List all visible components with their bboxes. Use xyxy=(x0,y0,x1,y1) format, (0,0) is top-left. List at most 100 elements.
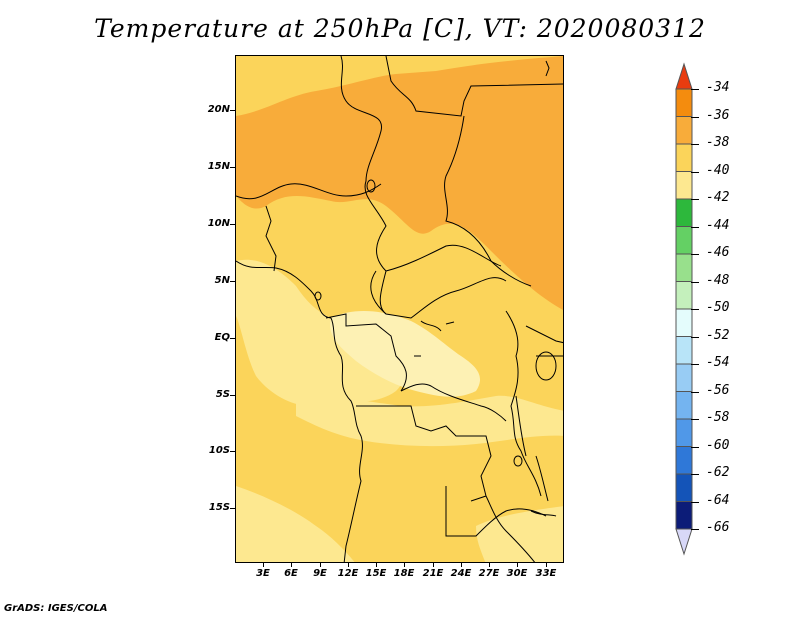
colorbar-label: -64 xyxy=(706,492,730,508)
field-pale-center xyxy=(330,310,481,397)
colorbar-label: -58 xyxy=(706,410,730,425)
border-chad-sudan xyxy=(444,115,532,287)
border-great-lakes xyxy=(505,310,542,497)
field-light-south xyxy=(296,386,563,447)
colorbar-tick xyxy=(691,171,699,173)
map-field xyxy=(236,56,563,562)
border-car-south xyxy=(370,270,507,319)
colorbar xyxy=(675,62,693,556)
lon-tick xyxy=(433,563,434,567)
lat-tick xyxy=(230,395,235,396)
colorbar-label: -36 xyxy=(706,107,730,123)
colorbar-label: -50 xyxy=(706,300,730,315)
lon-label: 33E xyxy=(535,568,557,579)
border-zambia-zimbabwe xyxy=(485,495,536,562)
lat-tick xyxy=(230,224,235,225)
colorbar-label: -38 xyxy=(706,135,730,150)
colorbar-tick xyxy=(691,336,699,338)
colorbar-label: -40 xyxy=(706,162,730,178)
colorbar-box xyxy=(675,171,693,200)
colorbar-tick xyxy=(691,446,699,448)
country-borders xyxy=(236,56,563,562)
border-zambia xyxy=(445,486,547,537)
colorbar-tick xyxy=(691,364,699,365)
lon-label: 18E xyxy=(393,568,415,579)
border-west-sahel xyxy=(236,183,382,200)
lon-label: 27E xyxy=(478,568,500,579)
lat-label: EQ xyxy=(214,332,230,343)
border-gabon-congo xyxy=(325,313,407,392)
colorbar-tick xyxy=(691,144,699,145)
colorbar-box xyxy=(675,116,693,145)
colorbar-tick xyxy=(691,226,699,228)
lon-tick xyxy=(320,563,321,567)
colorbar-tick xyxy=(691,89,699,90)
coastline-gulf-guinea xyxy=(236,260,332,319)
colorbar-label: -62 xyxy=(706,465,730,480)
colorbar-box xyxy=(675,363,693,392)
lon-label: 30E xyxy=(506,568,528,579)
colorbar-tick xyxy=(691,419,699,420)
colorbar-label: -60 xyxy=(706,437,730,453)
island-bioko xyxy=(314,291,322,301)
colorbar-label: -52 xyxy=(706,327,730,343)
lat-tick xyxy=(230,451,235,452)
field-light-west xyxy=(236,259,405,407)
colorbar-tick xyxy=(691,199,699,200)
colorbar-bottom-arrow xyxy=(675,528,693,556)
border-car-north xyxy=(385,244,502,272)
lake-chad xyxy=(366,179,376,193)
lat-tick xyxy=(230,338,235,339)
colorbar-box xyxy=(675,253,693,282)
colorbar-box xyxy=(675,198,693,227)
river-segment-1 xyxy=(420,320,442,332)
colorbar-tick xyxy=(691,281,699,283)
colorbar-box xyxy=(675,501,693,530)
colorbar-label: -34 xyxy=(706,80,730,95)
colorbar-box xyxy=(675,418,693,447)
footer-credit: GrADS: IGES/COLA xyxy=(4,603,108,614)
colorbar-tick xyxy=(691,501,699,503)
lon-tick xyxy=(291,563,292,567)
lat-label: 10N xyxy=(207,218,230,229)
field-warm-north xyxy=(236,56,563,310)
lon-tick xyxy=(404,563,405,567)
coastline-atlantic-south xyxy=(330,317,363,562)
lon-label: 24E xyxy=(450,568,472,579)
lon-tick xyxy=(461,563,462,567)
lon-label: 3E xyxy=(256,568,270,579)
lake-tanganyika xyxy=(515,395,527,457)
colorbar-tick xyxy=(691,391,699,393)
lon-tick xyxy=(348,563,349,567)
colorbar-label: -48 xyxy=(706,272,730,288)
lon-tick xyxy=(376,563,377,567)
lat-tick xyxy=(230,167,235,168)
lat-tick xyxy=(230,281,235,282)
colorbar-box xyxy=(675,473,693,502)
colorbar-box xyxy=(675,88,693,117)
lon-label: 6E xyxy=(284,568,298,579)
colorbar-label: -66 xyxy=(706,520,730,535)
lon-label: 15E xyxy=(365,568,387,579)
lon-tick xyxy=(517,563,518,567)
colorbar-label: -56 xyxy=(706,382,730,398)
colorbar-box xyxy=(675,336,693,365)
lake-mweru xyxy=(513,455,523,467)
colorbar-box xyxy=(675,143,693,172)
colorbar-top-arrow xyxy=(675,62,693,90)
lakes xyxy=(314,179,557,517)
colorbar-box xyxy=(675,446,693,475)
colorbar-tick xyxy=(691,254,699,255)
lat-label: 5N xyxy=(214,275,230,286)
lon-label: 12E xyxy=(337,568,359,579)
lat-label: 5S xyxy=(215,389,230,400)
temperature-map xyxy=(235,55,564,563)
border-red-sea xyxy=(545,60,550,77)
lat-label: 15N xyxy=(207,161,230,172)
lake-victoria xyxy=(535,351,557,381)
colorbar-box xyxy=(675,308,693,337)
lon-tick xyxy=(263,563,264,567)
lon-label: 21E xyxy=(422,568,444,579)
lake-mark-2 xyxy=(445,321,455,325)
lon-tick xyxy=(546,563,547,567)
